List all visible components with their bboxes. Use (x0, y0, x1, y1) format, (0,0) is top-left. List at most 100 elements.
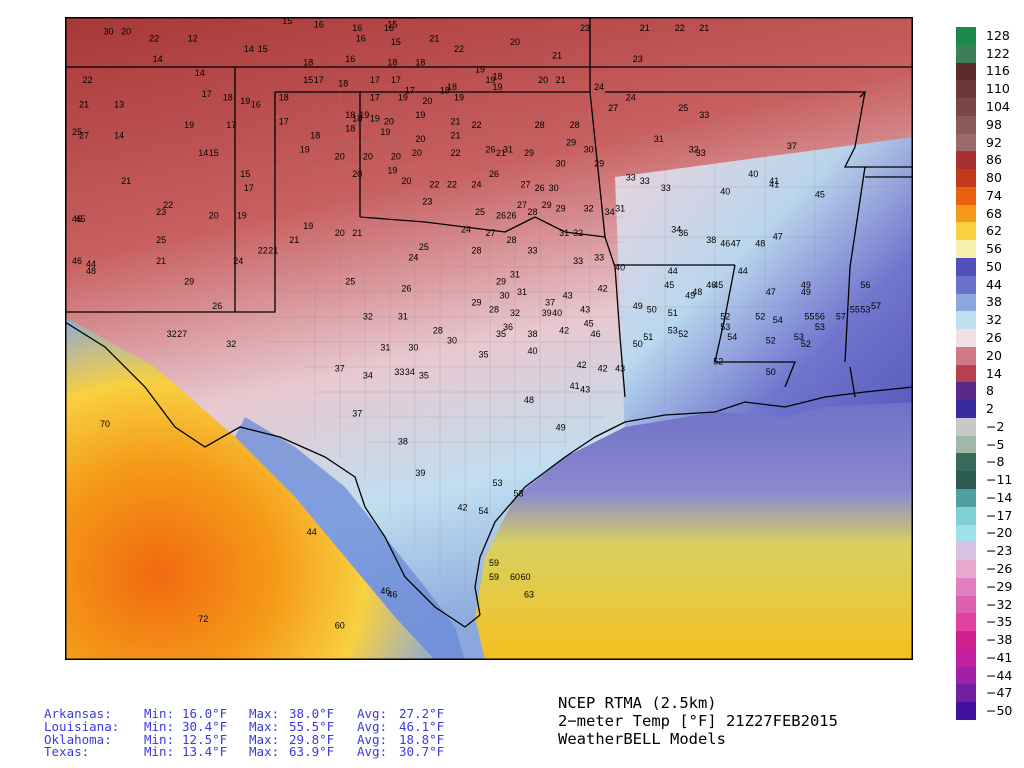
station-value: 37 (335, 364, 345, 374)
station-value: 21 (640, 23, 650, 33)
station-value: 26 (496, 211, 506, 221)
colorbar-label: −50 (986, 703, 1013, 719)
colorbar-segment (956, 364, 976, 383)
station-value: 37 (352, 409, 362, 419)
station-value: 55 (850, 304, 860, 314)
station-value: 17 (226, 120, 236, 130)
station-value: 33 (573, 256, 583, 266)
station-value: 26 (535, 183, 545, 193)
station-value: 20 (415, 134, 425, 144)
station-value: 17 (314, 75, 324, 85)
station-value: 33 (699, 110, 709, 120)
station-value: 20 (391, 152, 401, 162)
station-value: 30 (408, 343, 418, 353)
station-value: 60 (521, 572, 531, 582)
station-value: 27 (521, 179, 531, 189)
colorbar-segment (956, 329, 976, 348)
station-value: 14 (114, 131, 124, 141)
stat-min: 13.4°F (182, 744, 228, 760)
station-value: 43 (580, 384, 590, 394)
colorbar-segment (956, 702, 976, 721)
station-value: 19 (493, 82, 503, 92)
station-value: 15 (258, 44, 268, 54)
station-value: 30 (500, 291, 510, 301)
station-value: 27 (608, 103, 618, 113)
station-value: 17 (279, 117, 289, 127)
colorbar-segment (956, 44, 976, 64)
station-value: 22 (451, 148, 461, 158)
station-value: 19 (475, 65, 485, 75)
stat-max-label: Max: (249, 706, 280, 721)
station-value: 17 (202, 89, 212, 99)
station-value: 51 (668, 308, 678, 318)
station-value: 15 (240, 169, 250, 179)
station-value: 50 (766, 367, 776, 377)
station-value: 26 (486, 145, 496, 155)
colorbar-label: −14 (986, 489, 1013, 505)
station-value: 42 (458, 503, 468, 513)
station-value: 20 (335, 152, 345, 162)
station-value: 21 (352, 228, 362, 238)
station-value: 16 (356, 33, 366, 43)
station-value: 43 (563, 291, 573, 301)
station-value: 16 (345, 54, 355, 64)
station-value: 14 (198, 148, 208, 158)
colorbar-label: 20 (986, 347, 1002, 363)
station-value: 31 (517, 287, 527, 297)
station-value: 22 (163, 200, 173, 210)
east-region (615, 137, 913, 437)
station-value: 40 (615, 263, 625, 273)
station-value: 30 (104, 26, 114, 36)
station-value: 46 (387, 589, 397, 599)
station-value: 24 (461, 225, 471, 235)
station-value: 22 (258, 245, 268, 255)
colorbar-label: 104 (986, 98, 1010, 114)
station-value: 19 (237, 211, 247, 221)
station-value: 34 (671, 225, 681, 235)
station-value: 23 (633, 54, 643, 64)
station-value: 44 (86, 259, 96, 269)
colorbar-label: −11 (986, 472, 1013, 488)
station-value: 29 (542, 200, 552, 210)
stat-avg-label: Avg: (357, 731, 388, 747)
colorbar-segment (956, 471, 976, 490)
station-value: 22 (454, 44, 464, 54)
colorbar-label: −20 (986, 525, 1013, 541)
station-value: 20 (352, 169, 362, 179)
stat-min: 16.0°F (182, 706, 228, 721)
station-value: 22 (472, 120, 482, 130)
station-value: 53 (815, 322, 825, 332)
stat-min-label: Min: (144, 706, 175, 721)
station-value: 21 (451, 131, 461, 141)
colorbar-segment (956, 648, 976, 668)
station-value: 18 (338, 79, 348, 89)
station-value: 20 (401, 176, 411, 186)
station-value: 41 (769, 179, 779, 189)
station-value: 19 (486, 75, 496, 85)
station-value: 33 (696, 148, 706, 158)
station-value: 49 (556, 423, 566, 433)
station-value: 44 (668, 266, 678, 276)
colorbar-segment (956, 453, 976, 472)
station-value: 18 (447, 82, 457, 92)
station-value: 17 (370, 75, 380, 85)
station-value: 60 (510, 572, 520, 582)
station-value: 38 (706, 235, 716, 245)
station-value: 32 (573, 228, 583, 238)
station-value: 20 (209, 211, 219, 221)
colorbar-label: 98 (986, 116, 1002, 132)
station-value: 33 (626, 172, 636, 182)
station-value: 56 (860, 280, 870, 290)
colorbar-label: 116 (986, 63, 1010, 79)
station-value: 24 (408, 252, 418, 262)
colorbar-segment (956, 186, 976, 206)
colorbar-label: 92 (986, 134, 1002, 150)
colorbar-segment (956, 151, 976, 170)
station-value: 53 (668, 325, 678, 335)
stat-avg-label: Avg: (357, 744, 388, 760)
station-value: 18 (345, 124, 355, 134)
station-value: 43 (615, 364, 625, 374)
station-value: 24 (626, 92, 636, 102)
station-value: 21 (79, 99, 89, 109)
